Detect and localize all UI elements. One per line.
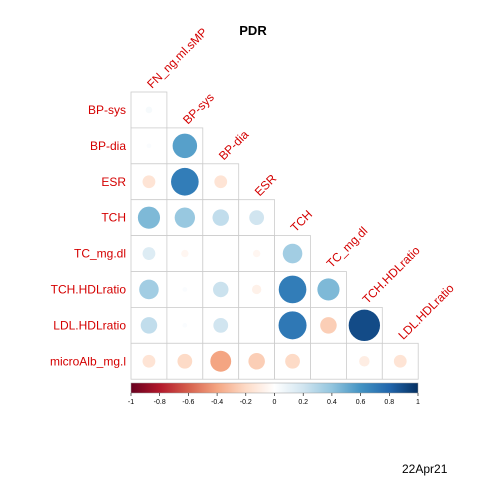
row-label: ESR: [101, 175, 126, 189]
correlation-circle: [285, 353, 300, 369]
colorbar-gradient: [130, 382, 419, 394]
cell-6-0: [130, 306, 168, 344]
column-label: ESR: [252, 171, 280, 199]
colorbar-tick-label: -0.4: [211, 399, 223, 406]
correlation-circle: [393, 354, 407, 368]
row-label: TCH: [101, 211, 126, 225]
row-label: LDL.HDLratio: [53, 318, 126, 332]
colorbar-tick-label: 0.8: [384, 399, 394, 406]
correlation-circle: [146, 143, 152, 149]
correlation-circle: [210, 350, 232, 372]
colorbar: -1 -0.8 -0.6 -0.4 -0.2 0 0.2 0.4 0.6 0.8 1: [128, 382, 420, 406]
row-label: TCH.HDLratio: [51, 282, 127, 296]
cell-4-2: [202, 235, 240, 272]
colorbar-tick-label: 0.6: [356, 399, 366, 406]
row-label: BP-dia: [90, 139, 126, 153]
correlation-circle: [177, 353, 193, 369]
correlation-circle: [212, 209, 230, 226]
column-label: BP-dia: [216, 127, 252, 163]
correlation-circle: [278, 275, 307, 304]
colorbar-tick-label: -0.6: [182, 399, 194, 406]
cell-7-5: [310, 342, 347, 380]
correlation-circle: [213, 317, 229, 333]
correlation-circle: [213, 281, 229, 298]
colorbar-tick-label: 0.2: [298, 399, 308, 406]
column-label: TCH.HDLratio: [360, 243, 423, 306]
correlation-circle: [145, 106, 153, 114]
correlation-circle: [278, 311, 307, 340]
correlation-circle: [251, 284, 262, 295]
row-label: TC_mg.dl: [74, 247, 126, 261]
correlation-circle: [142, 247, 156, 260]
correlation-circle: [252, 249, 261, 258]
correlation-circle: [140, 317, 158, 334]
correlation-circle: [320, 317, 337, 334]
correlation-circle: [214, 175, 228, 189]
correlation-circle: [142, 354, 156, 368]
correlation-circle: [172, 133, 198, 159]
correlation-circle: [174, 207, 196, 228]
correlation-circle: [248, 352, 265, 370]
colorbar-tick-label: -1: [128, 399, 134, 406]
correlation-circle: [282, 243, 303, 264]
column-label: TCH: [288, 207, 315, 234]
column-label: TC_mg.dl: [324, 224, 371, 271]
column-label: BP-sys: [180, 90, 217, 127]
correlation-circle: [317, 278, 340, 301]
correlation-circle: [181, 249, 189, 258]
correlation-circle: [137, 206, 161, 229]
column-label: FN_ng.ml.sMP: [144, 25, 210, 91]
correlation-circle: [249, 210, 265, 226]
cell-3-1: [166, 199, 204, 236]
row-label: BP-sys: [88, 103, 126, 117]
correlation-circle: [182, 287, 188, 292]
chart-title: PDR: [239, 23, 267, 38]
cell-4-3: [238, 235, 275, 272]
colorbar-tick-label: 0.4: [327, 399, 337, 406]
row-label: microAlb_mg.l: [50, 354, 126, 368]
column-label: LDL.HDLratio: [395, 281, 457, 343]
correlation-circle: [359, 356, 370, 367]
correlation-circle: [171, 167, 199, 196]
correlation-circle: [142, 175, 156, 189]
correlation-circle: [348, 309, 381, 342]
colorbar-tick-label: 1: [416, 399, 420, 406]
colorbar-tick-label: -0.2: [240, 399, 252, 406]
correlation-circle: [182, 323, 188, 328]
colorbar-tick-label: 0: [273, 399, 277, 406]
row-labels: BP-sys BP-dia ESR TCH TC_mg.dl TCH.HDLratio LD…: [50, 103, 126, 368]
date-label: 22Apr21: [402, 462, 448, 476]
correlation-circle: [139, 279, 159, 300]
cell-6-3: [238, 306, 275, 344]
colorbar-tick-label: -0.8: [154, 399, 166, 406]
circle-layer: [137, 106, 407, 372]
